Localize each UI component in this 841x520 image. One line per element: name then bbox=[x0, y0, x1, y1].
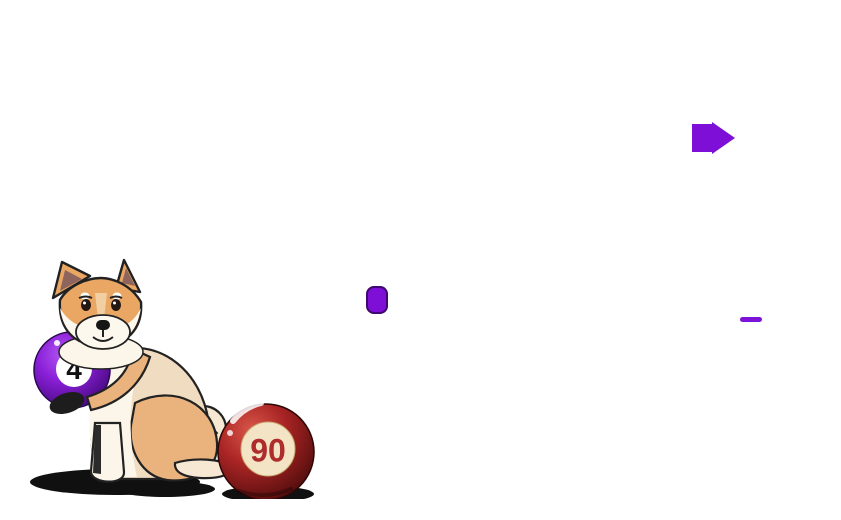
shiba-dog-illustration: 4 bbox=[30, 258, 315, 499]
shiba-arm bbox=[49, 347, 152, 415]
shiba-head bbox=[51, 258, 144, 370]
legend-90ma bbox=[740, 317, 768, 322]
billiard-ball-90: 90 bbox=[217, 400, 315, 499]
svg-text:90: 90 bbox=[250, 433, 286, 469]
legend-line-icon bbox=[740, 317, 762, 322]
granville-buy-point-label-top bbox=[692, 122, 735, 154]
granville-buy-point-label-bottom bbox=[366, 286, 388, 314]
